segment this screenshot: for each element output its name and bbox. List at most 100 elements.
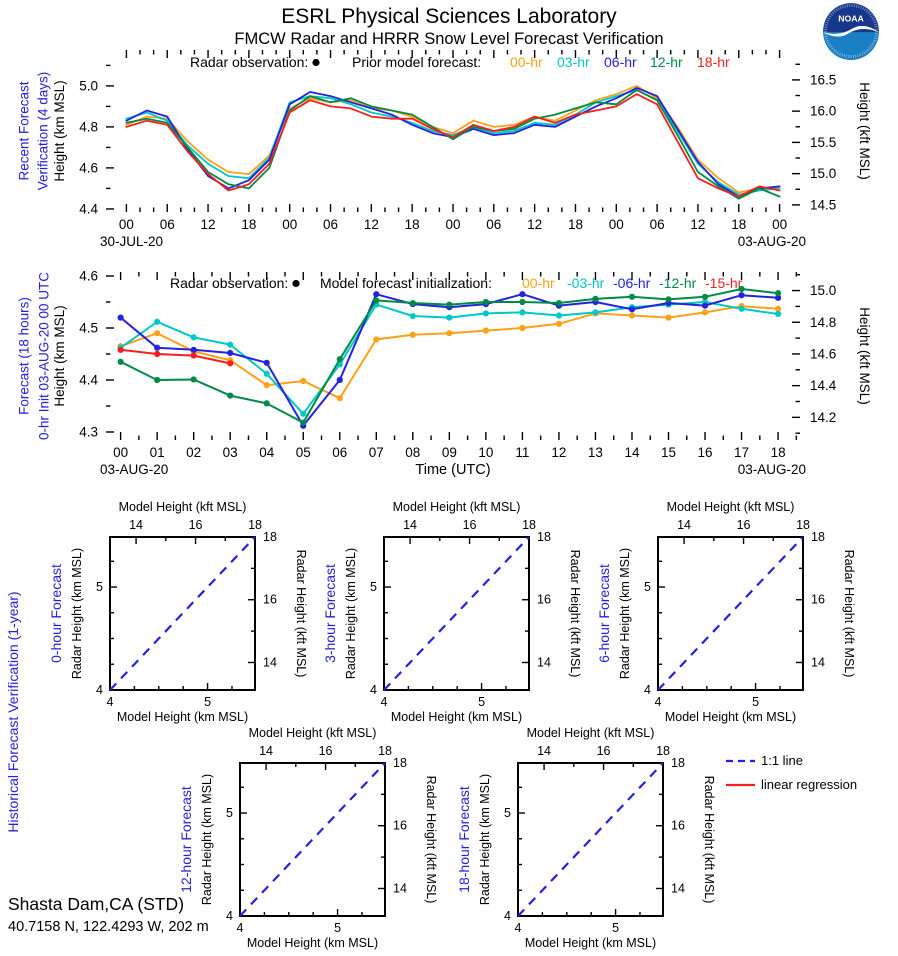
series-marker <box>482 298 489 306</box>
y-tick-label: 5 <box>504 806 511 820</box>
page-title: ESRL Physical Sciences Laboratory <box>281 5 617 28</box>
plot1-legend: Radar observation: Prior model forecast: 0… <box>190 54 730 70</box>
one-to-one-line <box>239 762 386 917</box>
x-tick-label: 02 <box>186 445 201 460</box>
series-marker <box>117 314 124 321</box>
y-tick-label: 5 <box>226 806 233 820</box>
series-marker <box>373 336 380 343</box>
series-marker <box>300 419 307 426</box>
series-marker <box>774 310 782 318</box>
y2-tick-label: 14.8 <box>810 315 836 330</box>
x-tick-label: 4 <box>237 921 244 935</box>
x-tick-label: 00 <box>119 217 134 232</box>
series-marker <box>117 346 124 353</box>
series-line <box>125 89 781 196</box>
y2-tick-label: 18 <box>811 530 825 544</box>
x-tick-label: 00 <box>282 217 297 232</box>
y-tick-label: 4.5 <box>79 321 98 336</box>
y2-tick-label: 16.5 <box>810 72 836 87</box>
y-tick-label: 5 <box>96 580 103 594</box>
section-label-plot1-line2: Verification (4 days) <box>35 71 51 191</box>
x-tick-label: 07 <box>369 445 384 460</box>
series-marker <box>190 352 197 359</box>
x2-tick-label: 18 <box>796 518 810 532</box>
x2-axis-label: Model Height (kft MSL) <box>667 500 795 514</box>
series-marker <box>154 376 161 384</box>
x-tick-label: 5 <box>334 921 341 935</box>
series-marker <box>336 376 343 384</box>
series-marker <box>482 310 489 317</box>
y2-tick-label: 16 <box>263 593 277 607</box>
series-marker <box>482 327 489 334</box>
y2-tick-label: 15.5 <box>810 135 836 150</box>
x2-tick-label: 18 <box>656 744 670 758</box>
x-tick-label: 09 <box>442 445 457 460</box>
series-marker <box>154 344 161 351</box>
legend-entry: 12-hr <box>650 54 683 70</box>
y-axis-label: Radar Height (km MSL) <box>618 548 632 679</box>
y2-tick-label: 14 <box>671 881 685 895</box>
x-tick-label: 5 <box>752 695 759 709</box>
x2-tick-label: 14 <box>259 744 273 758</box>
panel-title: 6-hour Forecast <box>596 564 612 663</box>
legend-entry: 06-hr <box>604 54 637 70</box>
x-date-left: 30-JUL-20 <box>100 234 163 249</box>
one-to-one-line <box>517 762 664 917</box>
y2-axis-label: Radar Height (kft MSL) <box>842 550 856 678</box>
x-tick-label: 5 <box>612 921 619 935</box>
x-tick-label: 4 <box>515 921 522 935</box>
y-axis-label: Height (km MSL) <box>52 80 67 181</box>
y2-tick-label: 18 <box>393 756 407 770</box>
y-axis-label: Radar Height (km MSL) <box>200 774 214 905</box>
plot2: 00 01 02 03 04 05 06 07 08 09 10 11 12 13 14 15 16 17 18 4.… <box>52 269 872 478</box>
y2-axis-label: Height (kft MSL) <box>857 82 872 180</box>
section-label-plot1-line1: Recent Forecast <box>16 81 32 181</box>
series-marker <box>738 285 745 293</box>
x2-tick-label: 14 <box>677 518 691 532</box>
y2-tick-label: 14 <box>537 655 551 669</box>
y2-tick-label: 15.0 <box>810 166 836 181</box>
y-axis-label: Radar Height (km MSL) <box>478 774 492 905</box>
y-tick-label: 4 <box>644 683 651 697</box>
x2-tick-label: 16 <box>319 744 333 758</box>
x-tick-label: 11 <box>515 445 529 460</box>
x-tick-label: 15 <box>661 445 676 460</box>
series-marker <box>519 291 526 298</box>
series-marker <box>263 370 270 377</box>
x-tick-label: 10 <box>478 445 493 460</box>
series-marker <box>701 309 709 316</box>
x-tick-label: 18 <box>771 445 786 460</box>
series-marker <box>628 312 636 319</box>
series-marker <box>555 299 563 307</box>
x-axis-label: Model Height (km MSL) <box>525 936 656 950</box>
x2-tick-label: 16 <box>737 518 751 532</box>
series-marker <box>409 312 416 320</box>
series-line <box>125 89 781 200</box>
x-tick-label: 00 <box>772 217 787 232</box>
series-marker <box>701 293 709 300</box>
y-axis-label: Height (km MSL) <box>52 305 67 406</box>
y-tick-label: 4 <box>504 909 511 923</box>
x-tick-label: 18 <box>241 217 256 232</box>
legend-entry: -03-hr <box>567 275 605 291</box>
x-tick-label: 16 <box>698 445 713 460</box>
series-marker <box>592 295 599 302</box>
legend-entry: 03-hr <box>557 54 590 70</box>
section-label-plot2-line1: Forecast (18 hours) <box>16 297 32 415</box>
y2-tick-label: 14.6 <box>810 346 836 361</box>
plot2-series--15-hr <box>117 346 234 367</box>
series-line <box>125 93 781 198</box>
series-marker <box>190 376 197 383</box>
series-marker <box>263 359 270 366</box>
x-tick-label: 18 <box>731 217 746 232</box>
x2-axis-label: Model Height (kft MSL) <box>393 500 521 514</box>
x2-axis-label: Model Height (kft MSL) <box>527 726 655 740</box>
station-name: Shasta Dam,CA (STD) <box>8 894 185 914</box>
station-location: 40.7158 N, 122.4293 W, 202 m <box>8 919 209 935</box>
series-marker <box>446 301 453 308</box>
series-marker <box>774 290 782 297</box>
y-axis-label: Radar Height (km MSL) <box>70 548 84 679</box>
x-tick-label: 12 <box>364 217 379 232</box>
series-marker <box>300 377 307 385</box>
